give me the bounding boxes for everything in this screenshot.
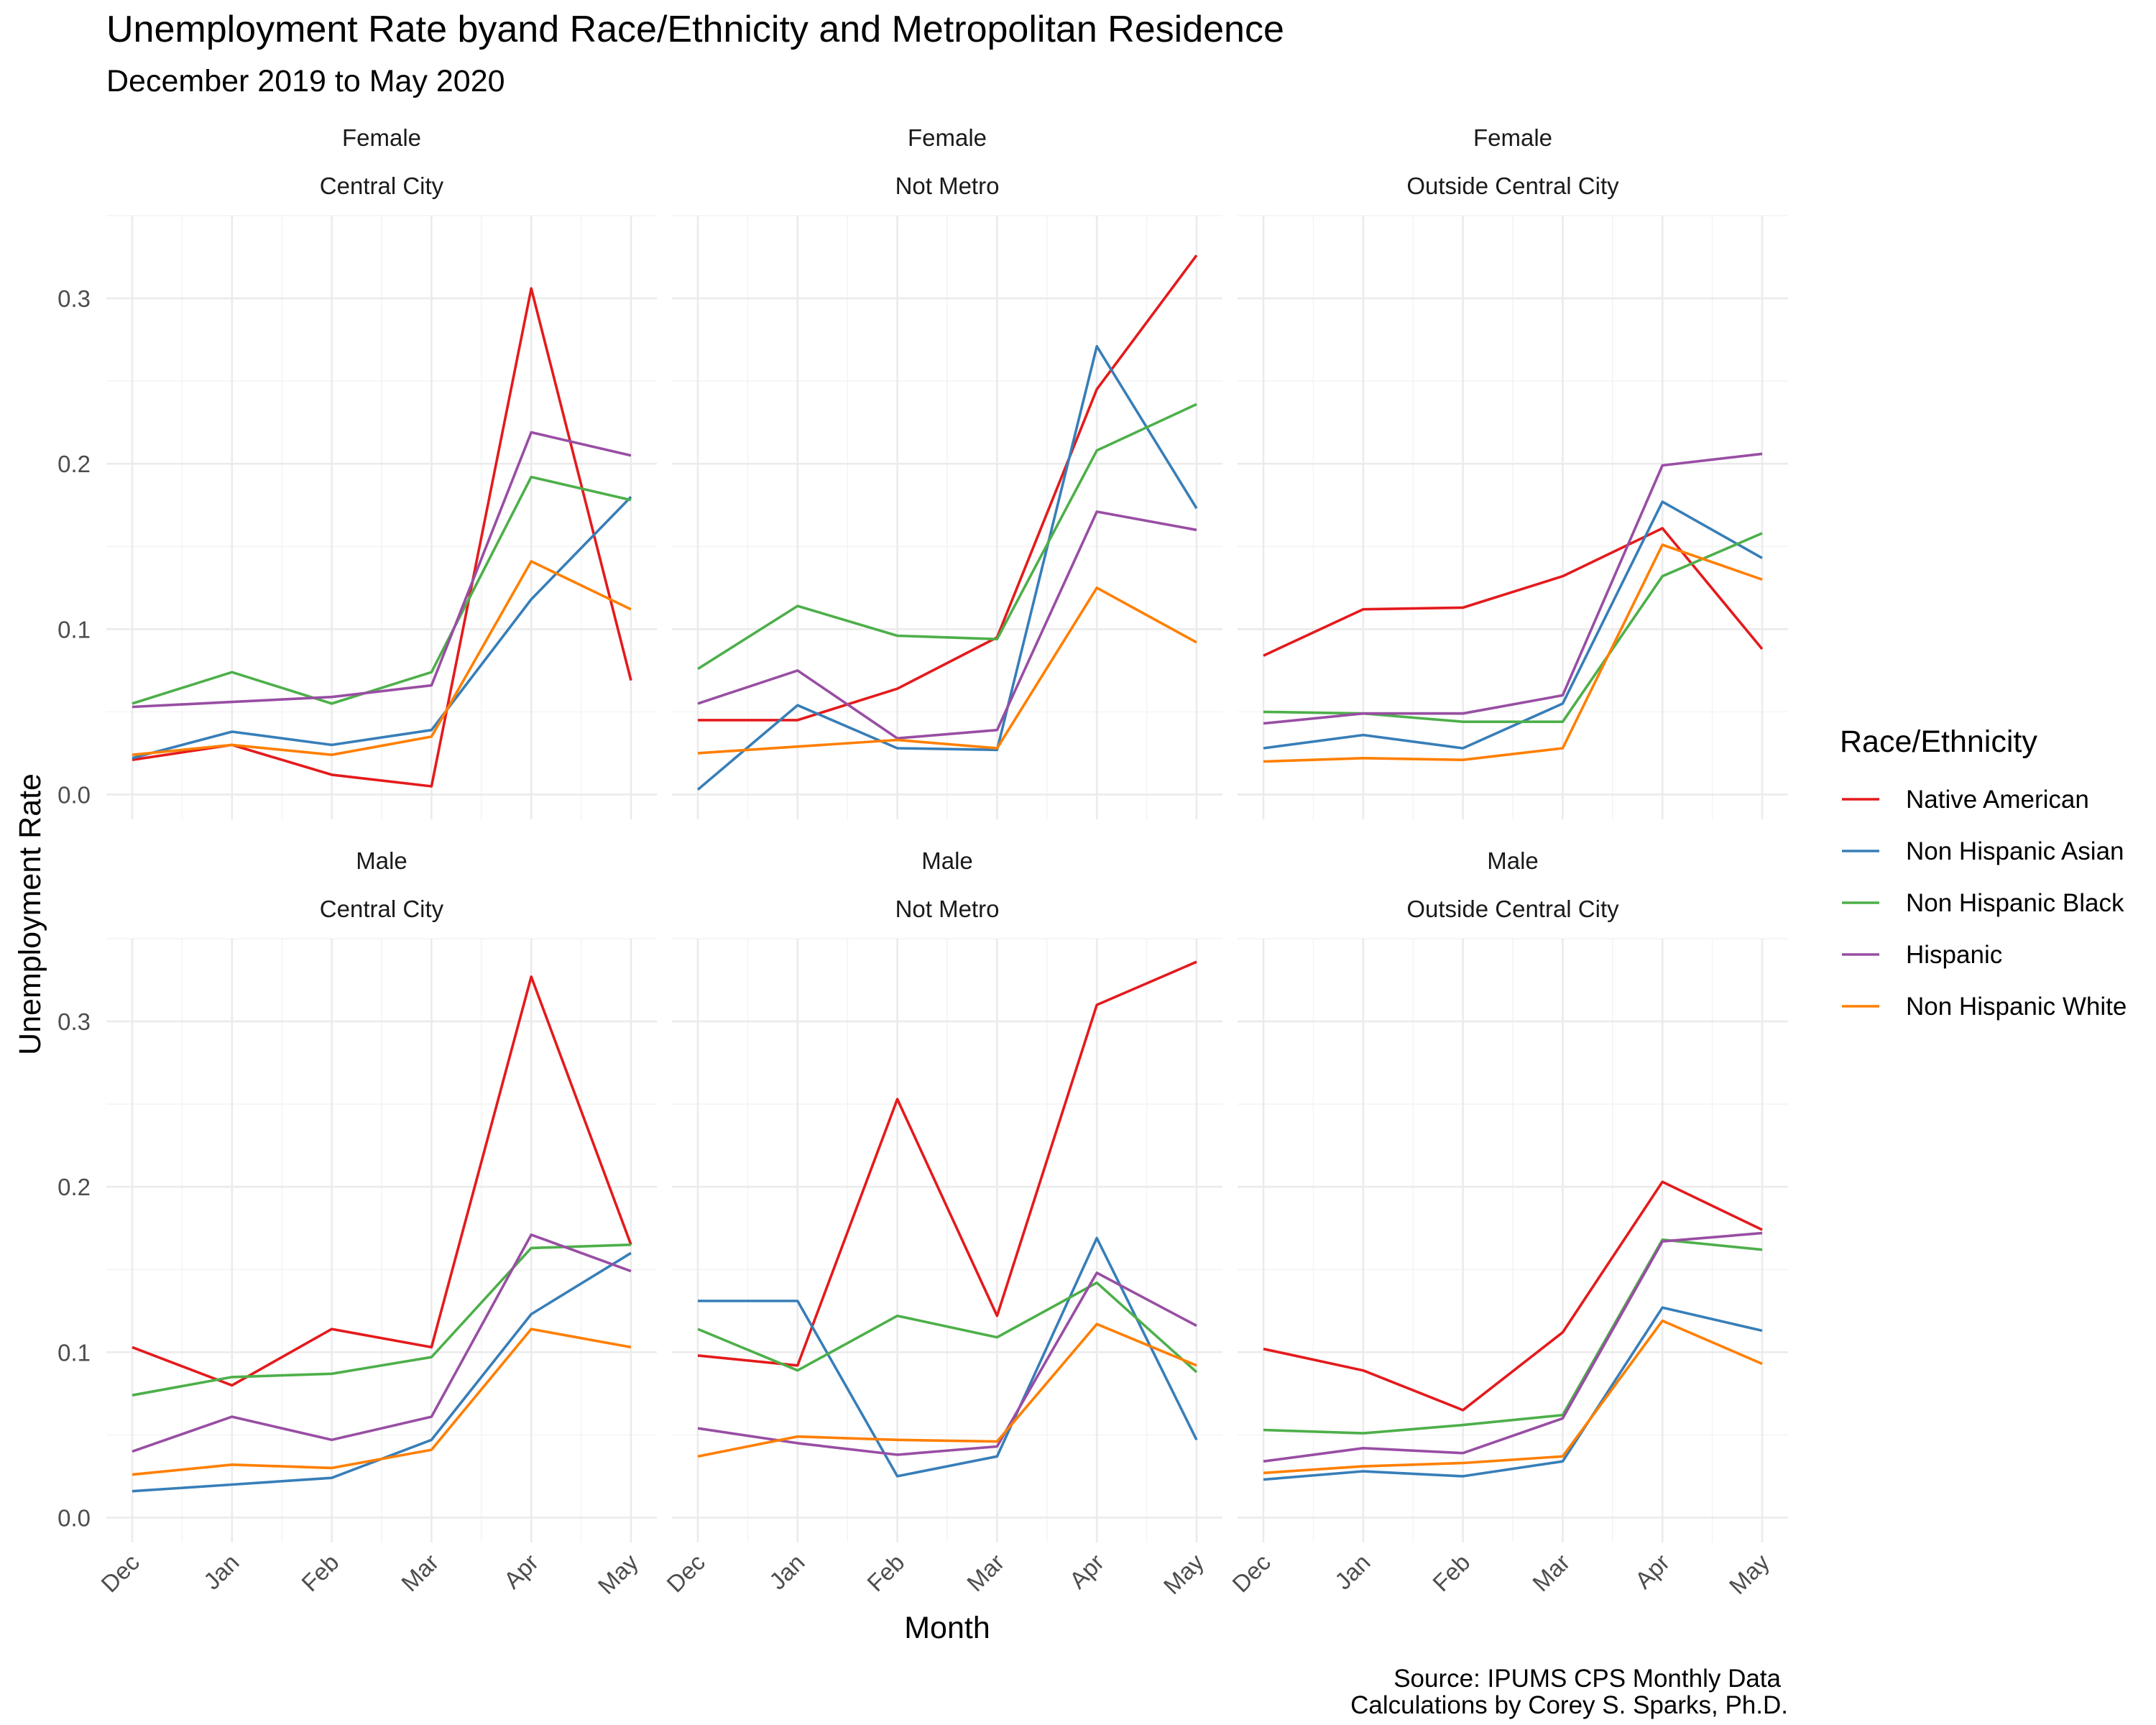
series-line-non-hispanic-white [697, 586, 1197, 755]
series-line-non-hispanic-black [1263, 532, 1763, 724]
series-line-non-hispanic-black [1263, 1238, 1763, 1435]
x-tick-label: Mar [1527, 1549, 1575, 1596]
y-tick-label: 0.1 [57, 1339, 91, 1366]
x-tick-label: Apr [1064, 1549, 1109, 1593]
facet-panel: Female Central City 0.0 0.1 0.2 0.3 [57, 124, 657, 819]
x-tick-label: Dec [96, 1549, 144, 1598]
series-line-non-hispanic-white [1263, 543, 1763, 763]
x-tick-label: Jan [198, 1549, 244, 1595]
series-line-non-hispanic-white [1263, 1319, 1763, 1475]
legend-label: Native American [1906, 786, 2089, 814]
legend: Race/Ethnicity Native American Non Hispan… [1840, 724, 2127, 1021]
series-line-hispanic [132, 431, 632, 709]
facet-panel: Female Outside Central City [1238, 124, 1788, 819]
x-tick-label: Apr [1630, 1549, 1674, 1593]
y-tick-label: 0.3 [57, 1008, 91, 1035]
series-line-non-hispanic-black [697, 402, 1197, 671]
legend-label: Hispanic [1906, 941, 2002, 969]
series-line-non-hispanic-black [132, 475, 632, 705]
series-line-hispanic [1263, 1231, 1763, 1463]
x-tick-label: May [1158, 1548, 1210, 1599]
y-tick-label: 0.2 [57, 451, 91, 477]
series-line-non-hispanic-asian [132, 495, 632, 760]
series-line-hispanic [697, 510, 1197, 740]
strip-label-sex: Male [921, 847, 973, 874]
caption-credit: Calculations by Corey S. Sparks, Ph.D. [1350, 1691, 1788, 1719]
facet-panels: Female Central City 0.0 0.1 0.2 0.3 Female Not … [57, 124, 1788, 1599]
facet-panel: Male Not Metro Dec Jan Feb Mar Apr May [661, 847, 1222, 1599]
strip-label-sex: Male [356, 847, 407, 874]
x-tick-label: May [1724, 1548, 1775, 1599]
strip-label-residence: Not Metro [895, 172, 1000, 199]
x-tick-label: Apr [499, 1549, 543, 1593]
series-line-native-american [1263, 527, 1764, 657]
strip-label-sex: Female [1473, 124, 1552, 151]
series-line-non-hispanic-asian [1263, 500, 1763, 750]
y-tick-label: 0.0 [57, 781, 91, 808]
chart-subtitle: December 2019 to May 2020 [106, 64, 505, 98]
y-axis-title: Unemployment Rate [13, 773, 47, 1055]
series-line-non-hispanic-white [132, 1328, 632, 1476]
series-line-hispanic [1263, 452, 1763, 725]
strip-label-residence: Central City [320, 172, 444, 199]
facet-panel: Male Central City 0.0 0.1 0.2 0.3 Dec Jan Feb Mar… [57, 847, 657, 1599]
x-tick-label: May [593, 1548, 644, 1599]
strip-label-sex: Female [908, 124, 987, 151]
series-line-non-hispanic-asian [696, 344, 1198, 791]
y-tick-label: 0.0 [57, 1504, 91, 1531]
caption-source: Source: IPUMS CPS Monthly Data [1393, 1665, 1781, 1693]
series-line-non-hispanic-asian [698, 1236, 1198, 1478]
series-line-non-hispanic-asian [1263, 1306, 1763, 1481]
series-line-non-hispanic-white [697, 1322, 1197, 1458]
strip-label-residence: Outside Central City [1406, 896, 1619, 922]
x-axis-title: Month [904, 1611, 990, 1645]
x-tick-label: Jan [764, 1549, 810, 1595]
x-tick-label: Jan [1330, 1549, 1376, 1595]
series-line-native-american [1263, 1180, 1763, 1412]
x-tick-label: Feb [862, 1549, 909, 1596]
legend-title: Race/Ethnicity [1840, 724, 2037, 759]
facet-panel: Male Outside Central City Dec Jan Feb Mar Apr M… [1227, 847, 1788, 1599]
strip-label-sex: Male [1487, 847, 1539, 874]
series-line-hispanic [132, 1233, 632, 1453]
x-tick-label: Mar [396, 1549, 443, 1596]
series-line-non-hispanic-black [132, 1243, 632, 1397]
legend-label: Non Hispanic Asian [1906, 837, 2124, 865]
legend-label: Non Hispanic Black [1906, 889, 2124, 917]
strip-label-residence: Not Metro [895, 896, 1000, 922]
y-tick-label: 0.3 [57, 285, 91, 312]
y-tick-label: 0.2 [57, 1174, 91, 1200]
x-tick-label: Feb [1427, 1549, 1475, 1596]
legend-label: Non Hispanic White [1906, 993, 2127, 1021]
strip-label-sex: Female [342, 124, 421, 151]
strip-label-residence: Outside Central City [1406, 172, 1619, 199]
facet-panel: Female Not Metro [672, 124, 1222, 819]
series-line-non-hispanic-black [697, 1281, 1198, 1374]
strip-label-residence: Central City [320, 896, 444, 922]
x-tick-label: Dec [1227, 1549, 1276, 1598]
x-tick-label: Feb [296, 1549, 344, 1596]
series-line-non-hispanic-white [132, 560, 632, 756]
x-tick-label: Mar [962, 1549, 1009, 1596]
chart-title: Unemployment Rate byand Race/Ethnicity a… [106, 9, 1284, 50]
x-tick-label: Dec [661, 1549, 710, 1598]
y-tick-label: 0.1 [57, 616, 91, 643]
